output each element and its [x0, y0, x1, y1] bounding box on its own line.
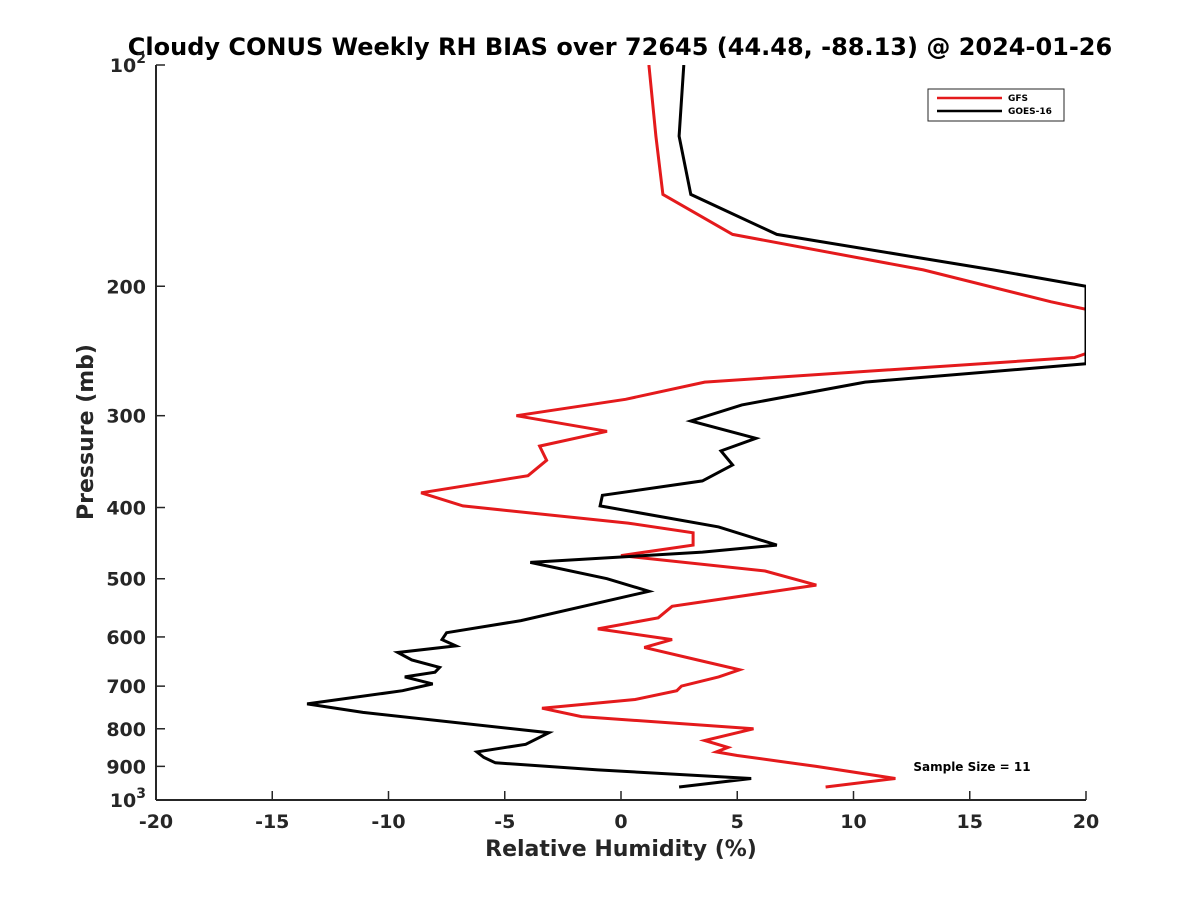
y-tick-label: 700 [106, 676, 146, 698]
chart-title: Cloudy CONUS Weekly RH BIAS over 72645 (… [128, 33, 1112, 61]
y-axis-ticks: 102 200 300 400 500 600 700 800 900 103 [106, 51, 165, 812]
y-tick-label: 300 [106, 406, 146, 428]
x-axis-ticks: -20 -15 -10 -5 0 5 10 15 20 [139, 791, 1099, 833]
series-line-goes16 [306, 65, 1086, 789]
series-layer [306, 65, 1086, 789]
plot-frame [156, 65, 1086, 800]
y-tick-label: 600 [106, 627, 146, 649]
y-tick-label: 103 [110, 786, 146, 812]
x-tick-label: 5 [731, 811, 744, 833]
y-tick-label: 102 [110, 51, 146, 77]
x-tick-label: -10 [371, 811, 405, 833]
series-line-gfs [420, 65, 1086, 789]
sample-size-annotation: Sample Size = 11 [913, 760, 1030, 774]
x-tick-label: 15 [957, 811, 983, 833]
x-tick-label: -5 [494, 811, 515, 833]
x-tick-label: 20 [1073, 811, 1099, 833]
y-axis-label: Pressure (mb) [74, 344, 99, 520]
legend-label-gfs: GFS [1008, 94, 1028, 104]
y-tick-label: 400 [106, 498, 146, 520]
y-tick-label: 800 [106, 719, 146, 741]
legend-label-goes16: GOES-16 [1008, 107, 1052, 117]
x-tick-label: -20 [139, 811, 173, 833]
x-tick-label: 0 [614, 811, 627, 833]
y-tick-label: 500 [106, 569, 146, 591]
x-tick-label: 10 [840, 811, 866, 833]
x-axis-label: Relative Humidity (%) [485, 837, 757, 862]
legend-box [927, 88, 1065, 122]
y-tick-label: 200 [106, 276, 146, 298]
y-tick-label: 900 [106, 756, 146, 778]
x-tick-label: -15 [255, 811, 289, 833]
legend: GFS GOES-16 [927, 88, 1065, 122]
